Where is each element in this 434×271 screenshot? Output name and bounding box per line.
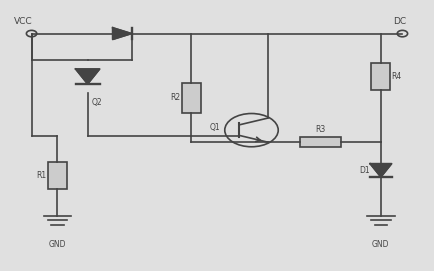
Bar (182, 83, 201, 113)
Bar (48, 162, 67, 189)
Text: R1: R1 (36, 171, 47, 180)
Polygon shape (370, 164, 391, 177)
Text: R4: R4 (391, 72, 402, 81)
Text: VCC: VCC (14, 18, 33, 27)
Polygon shape (76, 69, 100, 84)
Bar (300, 137, 341, 147)
Text: R2: R2 (170, 93, 181, 102)
Text: R3: R3 (316, 125, 326, 134)
Polygon shape (113, 28, 132, 40)
Text: DC: DC (394, 18, 407, 27)
Text: D1: D1 (359, 166, 370, 175)
Text: Q2: Q2 (92, 98, 102, 107)
Text: Q1: Q1 (210, 123, 220, 132)
Text: GND: GND (49, 240, 66, 249)
Text: GND: GND (372, 240, 390, 249)
Bar (372, 63, 390, 90)
